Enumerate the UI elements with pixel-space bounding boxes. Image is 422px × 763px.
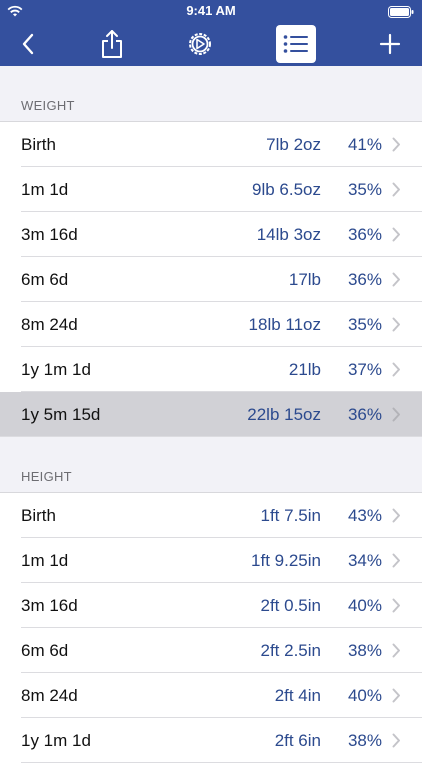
- list-view-selected: [276, 25, 316, 63]
- section-header-weight: WEIGHT: [0, 66, 422, 122]
- chevron-right-icon: [392, 688, 400, 703]
- row-percentile: 43%: [347, 505, 382, 525]
- table-row-selected[interactable]: 1y 5m 15d 22lb 15oz 36%: [0, 392, 422, 437]
- add-button[interactable]: [370, 22, 410, 66]
- row-value: 2ft 6in: [274, 730, 321, 750]
- share-button[interactable]: [92, 22, 132, 66]
- table-row[interactable]: 1m 1d 1ft 9.25in 34%: [0, 538, 422, 583]
- chevron-right-icon: [392, 227, 400, 242]
- row-value: 17lb: [288, 269, 321, 289]
- table-row[interactable]: 3m 16d 14lb 3oz 36%: [0, 212, 422, 257]
- row-value: 9lb 6.5oz: [252, 179, 321, 199]
- row-percentile: 35%: [347, 179, 382, 199]
- status-bar: 9:41 AM: [0, 0, 422, 22]
- row-percentile: 37%: [347, 359, 382, 379]
- row-age: Birth: [21, 134, 56, 154]
- row-percentile: 40%: [347, 685, 382, 705]
- row-value: 21lb: [288, 359, 321, 379]
- settings-button[interactable]: [178, 22, 222, 66]
- chevron-right-icon: [392, 317, 400, 332]
- row-age: 1y 1m 1d: [21, 730, 91, 750]
- table-row[interactable]: Birth 1ft 7.5in 43%: [0, 493, 422, 538]
- row-value: 18lb 11oz: [248, 314, 321, 334]
- row-percentile: 35%: [347, 314, 382, 334]
- chevron-right-icon: [392, 598, 400, 613]
- list-view-button[interactable]: [275, 22, 317, 66]
- table-row[interactable]: 8m 24d 2ft 4in 40%: [0, 673, 422, 718]
- row-percentile: 36%: [347, 224, 382, 244]
- table-row[interactable]: 1y 1m 1d 2ft 6in 38%: [0, 718, 422, 763]
- chevron-right-icon: [392, 407, 400, 422]
- chevron-right-icon: [392, 553, 400, 568]
- content: WEIGHT Birth 7lb 2oz 41% 1m 1d 9lb 6.5oz…: [0, 66, 422, 763]
- back-button[interactable]: [8, 22, 48, 66]
- row-age: 3m 16d: [21, 595, 78, 615]
- battery-icon: [388, 5, 414, 23]
- row-value: 2ft 0.5in: [260, 595, 322, 615]
- row-percentile: 38%: [347, 730, 382, 750]
- table-row[interactable]: 3m 16d 2ft 0.5in 40%: [0, 583, 422, 628]
- chevron-right-icon: [392, 508, 400, 523]
- table-row[interactable]: 6m 6d 17lb 36%: [0, 257, 422, 302]
- table-row[interactable]: 1y 1m 1d 21lb 37%: [0, 347, 422, 392]
- row-value: 22lb 15oz: [247, 404, 321, 424]
- row-value: 2ft 4in: [274, 685, 321, 705]
- row-age: 8m 24d: [21, 685, 78, 705]
- list-icon: [283, 35, 308, 53]
- row-percentile: 40%: [347, 595, 382, 615]
- row-age: 8m 24d: [21, 314, 78, 334]
- status-time: 9:41 AM: [186, 3, 236, 18]
- row-value: 2ft 2.5in: [260, 640, 322, 660]
- navigation-bar: [0, 22, 422, 66]
- row-percentile: 38%: [347, 640, 382, 660]
- table-row[interactable]: 8m 24d 18lb 11oz 35%: [0, 302, 422, 347]
- settings-icon: [189, 33, 211, 55]
- table-row[interactable]: 1m 1d 9lb 6.5oz 35%: [0, 167, 422, 212]
- chevron-left-icon: [22, 33, 34, 55]
- row-value: 1ft 7.5in: [260, 505, 322, 525]
- table-row[interactable]: Birth 7lb 2oz 41%: [0, 122, 422, 167]
- row-value: 7lb 2oz: [266, 134, 321, 154]
- wifi-icon: [7, 4, 23, 22]
- table-row[interactable]: 6m 6d 2ft 2.5in 38%: [0, 628, 422, 673]
- chevron-right-icon: [392, 362, 400, 377]
- share-icon: [102, 30, 122, 58]
- row-age: 6m 6d: [21, 640, 69, 660]
- row-percentile: 34%: [347, 550, 382, 570]
- row-percentile: 36%: [347, 404, 382, 424]
- row-age: 1m 1d: [21, 179, 69, 199]
- row-value: 1ft 9.25in: [251, 550, 321, 570]
- row-age: 6m 6d: [21, 269, 69, 289]
- row-age: 1y 5m 15d: [21, 404, 101, 424]
- plus-icon: [379, 33, 401, 55]
- row-percentile: 41%: [347, 134, 382, 154]
- row-value: 14lb 3oz: [256, 224, 321, 244]
- chevron-right-icon: [392, 733, 400, 748]
- top-bar: 9:41 AM: [0, 0, 422, 66]
- chevron-right-icon: [392, 643, 400, 658]
- row-age: 1m 1d: [21, 550, 69, 570]
- row-percentile: 36%: [347, 269, 382, 289]
- section-header-height: HEIGHT: [0, 437, 422, 493]
- row-age: 1y 1m 1d: [21, 359, 91, 379]
- row-age: Birth: [21, 505, 56, 525]
- chevron-right-icon: [392, 182, 400, 197]
- chevron-right-icon: [392, 272, 400, 287]
- chevron-right-icon: [392, 137, 400, 152]
- row-age: 3m 16d: [21, 224, 78, 244]
